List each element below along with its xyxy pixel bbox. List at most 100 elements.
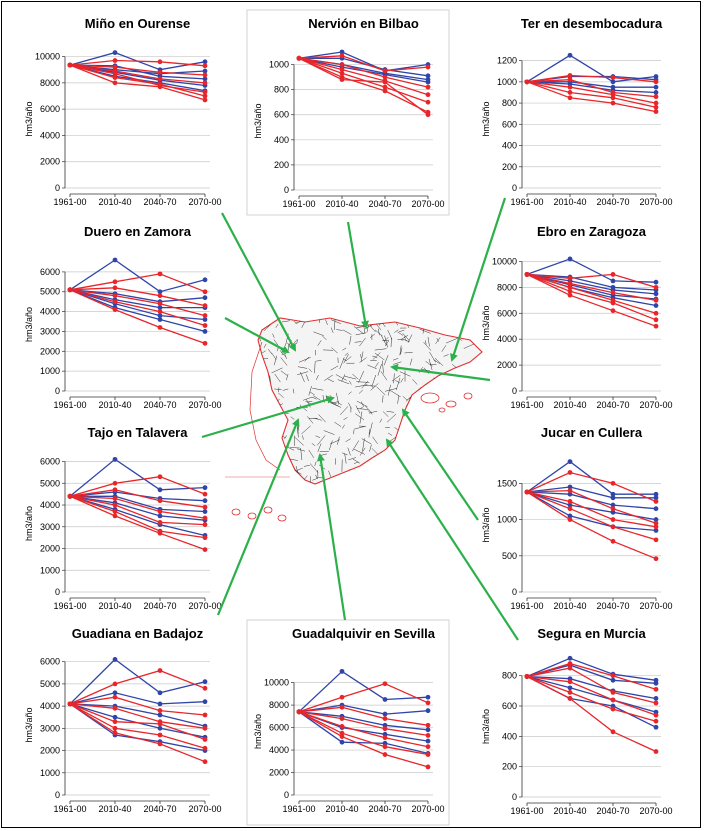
y-tick-label: 600: [502, 701, 517, 711]
y-tick-label: 5000: [40, 478, 60, 488]
y-tick-label: 6000: [40, 104, 60, 114]
data-point: [653, 94, 659, 100]
series-line: [69, 495, 206, 526]
y-tick-label: 5000: [40, 287, 60, 297]
x-tick-label: 1961-00: [282, 199, 315, 209]
data-point: [653, 310, 659, 316]
data-point: [567, 517, 573, 522]
data-point: [339, 730, 345, 736]
location-arrow: [224, 317, 290, 353]
data-point: [202, 63, 208, 69]
x-tick-label: 2010-40: [553, 806, 586, 816]
data-point: [202, 323, 208, 328]
x-tick-label: 1961-00: [53, 804, 86, 814]
series-line: [298, 711, 429, 737]
series-line: [69, 495, 206, 551]
data-point: [112, 690, 118, 696]
y-tick-label: 4000: [40, 307, 60, 317]
data-point: [112, 285, 118, 291]
x-tick-label: 1961-00: [53, 197, 86, 207]
data-point: [202, 313, 208, 318]
location-arrow: [346, 221, 369, 329]
data-point: [610, 506, 616, 512]
data-point: [112, 502, 118, 508]
data-point: [202, 97, 208, 103]
y-tick-label: 600: [502, 119, 517, 129]
location-arrow: [221, 212, 296, 352]
data-point: [382, 716, 388, 721]
data-point: [425, 738, 431, 744]
canary-island: [247, 512, 257, 520]
data-point: [425, 744, 431, 750]
series-red-11: [67, 493, 208, 552]
y-tick-label: 10000: [264, 678, 289, 688]
data-point: [382, 697, 388, 702]
y-tick-label: 6000: [40, 457, 60, 467]
series-line: [69, 289, 206, 333]
data-point: [339, 53, 345, 59]
data-point: [157, 509, 163, 514]
data-point: [567, 77, 573, 83]
data-point: [202, 699, 208, 705]
series-line: [526, 81, 657, 104]
data-point: [567, 52, 573, 58]
data-point: [610, 272, 616, 277]
series-line: [69, 289, 205, 309]
data-point: [202, 509, 208, 514]
series-line: [69, 273, 206, 293]
data-point: [610, 79, 616, 85]
data-point: [610, 308, 616, 314]
location-arrow: [390, 363, 491, 382]
data-point: [112, 456, 118, 462]
series-line: [298, 706, 429, 726]
data-point: [425, 112, 431, 118]
data-point: [339, 716, 345, 721]
data-point: [112, 719, 118, 725]
chart-duero-en-zamora: Duero en Zamora 0 1000 2000 3000 4000 5000 6000…: [24, 224, 222, 410]
chart-tajo-en-talavera: Tajo en Talavera 0 1000 2000 3000 4000 5000 600…: [24, 425, 222, 611]
data-point: [653, 712, 659, 718]
data-point: [567, 488, 573, 493]
data-point: [610, 677, 616, 683]
y-axis-label: hm3/año: [24, 707, 34, 742]
data-point: [112, 50, 118, 56]
data-point: [382, 722, 388, 728]
series-red-11: [296, 709, 431, 770]
canary-island: [231, 508, 241, 516]
data-point: [425, 700, 431, 706]
data-point: [653, 506, 659, 512]
data-point: [382, 74, 388, 80]
y-tick-label: 4000: [269, 745, 289, 755]
data-point: [339, 668, 345, 674]
data-point: [567, 506, 573, 512]
y-axis-label: hm3/año: [481, 101, 491, 136]
x-tick-label: 2010-40: [325, 804, 358, 814]
series-line: [69, 703, 206, 763]
series-line: [69, 259, 206, 293]
data-point: [653, 696, 659, 701]
y-tick-label: 10000: [492, 256, 517, 266]
series-red-10: [67, 701, 208, 751]
series-line: [69, 289, 206, 317]
y-tick-label: 3000: [40, 326, 60, 336]
series-line: [526, 675, 657, 722]
data-point: [112, 293, 118, 299]
balearic-island: [445, 400, 457, 408]
series-blue-1: [67, 456, 208, 499]
y-tick-label: 1000: [497, 77, 517, 87]
data-point: [202, 498, 208, 504]
data-point: [610, 278, 616, 284]
x-tick-label: 2070-00: [188, 601, 221, 611]
data-point: [653, 84, 659, 90]
iberia-coastline: [257, 317, 483, 485]
series-line: [526, 273, 657, 314]
series-line: [526, 662, 657, 691]
x-tick-label: 2070-00: [639, 400, 672, 410]
data-point: [202, 547, 208, 552]
data-point: [567, 484, 573, 490]
data-point: [112, 496, 118, 501]
data-point: [610, 502, 616, 508]
series-red-9: [524, 272, 659, 323]
data-point: [112, 299, 118, 305]
series-line: [526, 79, 657, 98]
